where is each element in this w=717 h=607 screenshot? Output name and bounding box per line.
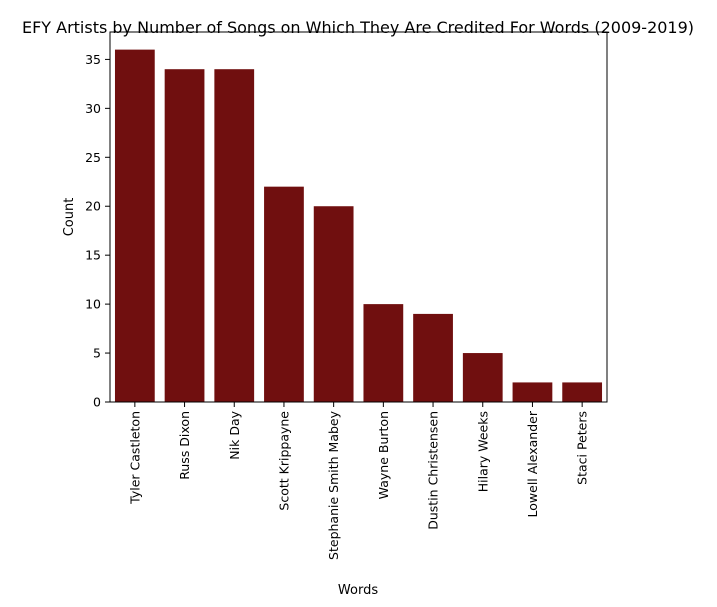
y-tick-label: 20: [85, 199, 101, 214]
bar-tyler-castleton: [114, 49, 155, 402]
bar-staci-peters: [562, 382, 603, 402]
x-tick-label: Staci Peters: [575, 411, 590, 485]
chart-title: EFY Artists by Number of Songs on Which …: [22, 18, 694, 37]
y-tick-label: 0: [93, 395, 101, 410]
y-tick-label: 35: [85, 52, 101, 67]
y-axis-label: Count: [62, 198, 77, 237]
bar-stephanie-smith-mabey: [313, 206, 354, 402]
bar-russ-dixon: [164, 69, 205, 402]
y-tick-label: 10: [85, 297, 101, 312]
x-tick-label: Russ Dixon: [177, 411, 192, 480]
bar-scott-krippayne: [264, 186, 304, 402]
y-tick-label: 5: [93, 346, 101, 361]
x-tick-label: Stephanie Smith Mabey: [326, 410, 341, 560]
x-axis-label: Words: [338, 583, 378, 598]
x-tick-label: Lowell Alexander: [525, 410, 540, 517]
bar-dustin-christensen: [413, 313, 453, 402]
y-tick-label: 25: [85, 150, 101, 165]
x-tick-label: Nik Day: [227, 410, 242, 459]
bars-group: [114, 49, 603, 402]
x-tick-label: Tyler Castleton: [127, 411, 142, 505]
bar-nik-day: [214, 69, 255, 402]
bar-wayne-burton: [363, 304, 404, 402]
x-tick-label: Wayne Burton: [376, 411, 391, 499]
y-tick-label: 15: [85, 248, 101, 263]
y-axis: 0 5 10 15 20 25 30 35: [85, 52, 110, 410]
y-tick-label: 30: [85, 101, 101, 116]
x-tick-label: Hilary Weeks: [475, 411, 490, 492]
bar-lowell-alexander: [512, 382, 553, 402]
x-tick-label: Scott Krippayne: [276, 411, 291, 511]
bar-hilary-weeks: [462, 353, 503, 402]
x-axis: Tyler Castleton Russ Dixon Nik Day Scott Kr…: [127, 402, 590, 560]
plot-frame: [109, 31, 608, 403]
x-tick-label: Dustin Christensen: [426, 411, 441, 530]
